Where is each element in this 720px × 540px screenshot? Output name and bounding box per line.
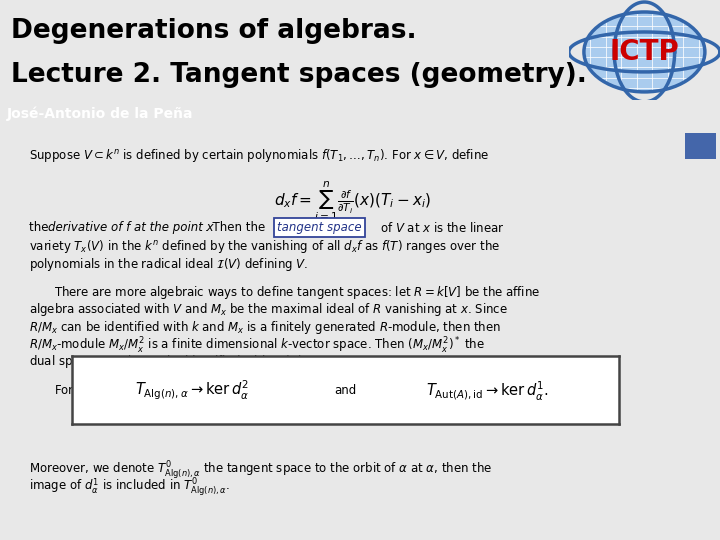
Text: polynomials in the radical ideal $\mathcal{I}(V)$ defining $V$.: polynomials in the radical ideal $\mathc… <box>29 255 308 273</box>
Text: There are more algebraic ways to define tangent spaces: let $R = k[V]$ be the af: There are more algebraic ways to define … <box>54 284 540 301</box>
Circle shape <box>584 12 705 92</box>
Text: and: and <box>335 383 356 397</box>
Text: image of $d^1_\alpha$ is included in $T^0_{\mathrm{Alg}(n),\alpha}$.: image of $d^1_\alpha$ is included in $T^… <box>29 477 230 499</box>
Text: Suppose $V \subset k^n$ is defined by certain polynomials $f(T_1,\ldots,T_n)$. F: Suppose $V \subset k^n$ is defined by ce… <box>29 147 489 164</box>
Text: $R/M_x$-module $M_x/M_x^2$ is a finite dimensional $k$-vector space. Then $(M_x/: $R/M_x$-module $M_x/M_x^2$ is a finite d… <box>29 336 485 356</box>
Text: . Then the: . Then the <box>205 221 266 234</box>
Text: ICTP: ICTP <box>610 38 679 66</box>
Text: Lecture 2. Tangent spaces (geometry).: Lecture 2. Tangent spaces (geometry). <box>12 62 588 88</box>
Text: the: the <box>29 221 52 234</box>
Text: $T_{\mathrm{Alg}(n),\alpha} \rightarrow \ker d^2_\alpha$: $T_{\mathrm{Alg}(n),\alpha} \rightarrow … <box>135 379 249 402</box>
Bar <box>685 133 716 159</box>
Text: algebra associated with $V$ and $M_x$ be the maximal ideal of $R$ vanishing at $: algebra associated with $V$ and $M_x$ be… <box>29 301 508 319</box>
Text: Moreover, we denote $T^0_{\mathrm{Alg}(n),\alpha}$ the tangent space to the orbi: Moreover, we denote $T^0_{\mathrm{Alg}(n… <box>29 460 492 482</box>
Text: dual space over $k$ may be identified with $T_x(V)$.: dual space over $k$ may be identified wi… <box>29 353 306 370</box>
Text: $d_x f = \sum_{i=1}^{n} \frac{\partial f}{\partial T_i}(x)(T_i - x_i)$: $d_x f = \sum_{i=1}^{n} \frac{\partial f… <box>274 180 431 224</box>
Text: $T_{\mathrm{Aut}(A),\mathrm{id}} \rightarrow \ker d^1_\alpha.$: $T_{\mathrm{Aut}(A),\mathrm{id}} \righta… <box>426 379 549 402</box>
Text: $R/M_x$ can be identified with $k$ and $M_x$ is a finitely generated $R$-module,: $R/M_x$ can be identified with $k$ and $… <box>29 319 501 336</box>
Text: For $\alpha \in \mathrm{Alg}(n)$ we have canonical inclusions:: For $\alpha \in \mathrm{Alg}(n)$ we have… <box>54 382 314 399</box>
Text: variety $T_x(V)$ in the $k^n$ defined by the vanishing of all $d_x f$ as $f(T)$ : variety $T_x(V)$ in the $k^n$ defined by… <box>29 238 500 255</box>
Text: of $V$ at $x$ is the linear: of $V$ at $x$ is the linear <box>380 221 505 235</box>
Text: tangent space: tangent space <box>277 221 362 234</box>
Text: Degenerations of algebras.: Degenerations of algebras. <box>12 18 417 44</box>
Text: derivative of f at the point x: derivative of f at the point x <box>48 221 214 234</box>
Text: José-Antonio de la Peña: José-Antonio de la Peña <box>6 107 194 122</box>
